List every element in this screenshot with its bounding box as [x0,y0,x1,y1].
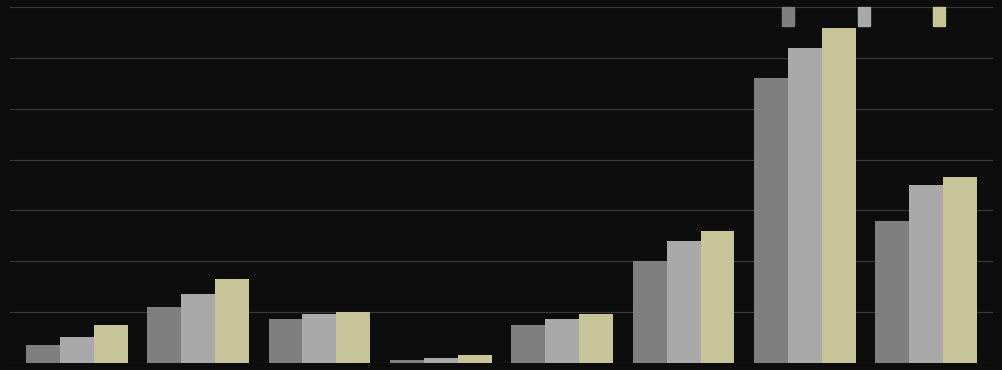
Bar [666,241,699,363]
Bar [214,279,248,363]
Bar [545,319,578,363]
Bar [60,337,93,363]
Bar [699,231,733,363]
Bar [26,345,60,363]
Bar [147,307,181,363]
Bar [754,78,788,363]
Bar [578,314,612,363]
Bar [788,48,821,363]
Bar [511,324,545,363]
Bar [269,319,303,363]
Bar [181,294,214,363]
Bar [457,355,491,363]
Bar [424,357,457,363]
Bar [821,28,855,363]
Bar [875,221,909,363]
Bar [909,185,942,363]
Bar [303,314,336,363]
Bar [336,312,370,363]
Bar [632,261,666,363]
Bar [942,177,976,363]
Bar [390,360,424,363]
Bar [93,324,127,363]
